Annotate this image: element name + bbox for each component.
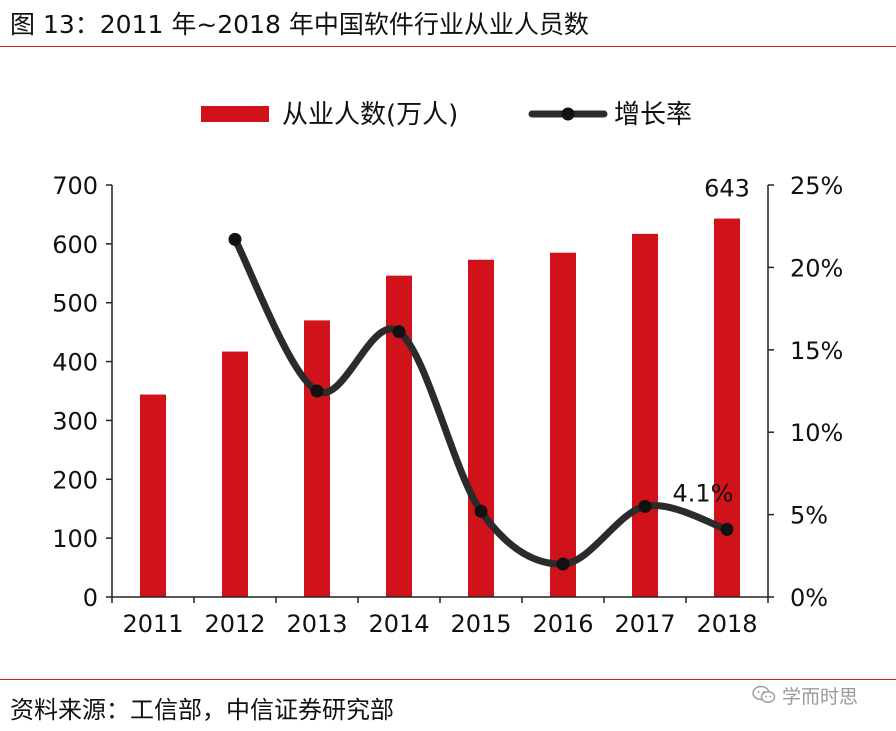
x-tick-label: 2017 xyxy=(614,610,675,638)
legend-line-marker xyxy=(561,107,575,121)
growth-point-2014 xyxy=(392,325,406,339)
source-note: 资料来源：工信部，中信证券研究部 xyxy=(10,696,394,724)
bar-2016 xyxy=(550,252,576,597)
right-tick-label: 5% xyxy=(790,502,828,530)
bar-2018 xyxy=(714,218,740,597)
bar-2011 xyxy=(140,394,166,597)
x-tick-label: 2018 xyxy=(696,610,757,638)
x-tick-label: 2014 xyxy=(368,610,429,638)
left-tick-label: 500 xyxy=(52,290,98,318)
title-divider xyxy=(0,46,896,47)
x-tick-label: 2015 xyxy=(450,610,511,638)
left-tick-label: 100 xyxy=(52,525,98,553)
x-tick-label: 2013 xyxy=(286,610,347,638)
left-tick-label: 400 xyxy=(52,349,98,377)
right-tick-label: 0% xyxy=(790,584,828,612)
left-tick-label: 700 xyxy=(52,172,98,200)
bar-2012 xyxy=(222,351,248,597)
left-tick-label: 0 xyxy=(83,584,98,612)
x-tick-label: 2016 xyxy=(532,610,593,638)
legend-bar-label: 从业人数(万人) xyxy=(282,100,458,130)
x-tick-label: 2011 xyxy=(122,610,183,638)
watermark-text: 学而时思 xyxy=(782,685,859,708)
source-divider xyxy=(0,679,896,680)
bar-2013 xyxy=(304,320,330,597)
growth-point-2015 xyxy=(474,504,488,518)
legend-line-label: 增长率 xyxy=(614,100,692,130)
right-tick-label: 20% xyxy=(790,254,843,282)
figure-title: 图 13：2011 年~2018 年中国软件行业从业人员数 xyxy=(10,10,589,39)
growth-point-2012 xyxy=(228,232,242,246)
bar-2015 xyxy=(468,259,494,597)
wechat-icon xyxy=(752,685,776,703)
left-tick-label: 600 xyxy=(52,231,98,259)
right-tick-label: 25% xyxy=(790,172,843,200)
x-tick-label: 2012 xyxy=(204,610,265,638)
bar-2017 xyxy=(632,233,658,597)
growth-point-2016 xyxy=(556,557,570,571)
watermark: 学而时思 xyxy=(752,680,858,710)
right-tick-label: 15% xyxy=(790,337,843,365)
legend-bar-swatch xyxy=(201,106,269,122)
growth-point-2018 xyxy=(720,522,734,536)
growth-point-2017 xyxy=(638,499,652,513)
line-data-label: 4.1% xyxy=(673,479,734,507)
bar-data-label: 643 xyxy=(704,175,750,203)
bar-2014 xyxy=(386,275,412,597)
growth-point-2013 xyxy=(310,384,324,398)
left-tick-label: 300 xyxy=(52,407,98,435)
right-tick-label: 10% xyxy=(790,419,843,447)
left-tick-label: 200 xyxy=(52,466,98,494)
